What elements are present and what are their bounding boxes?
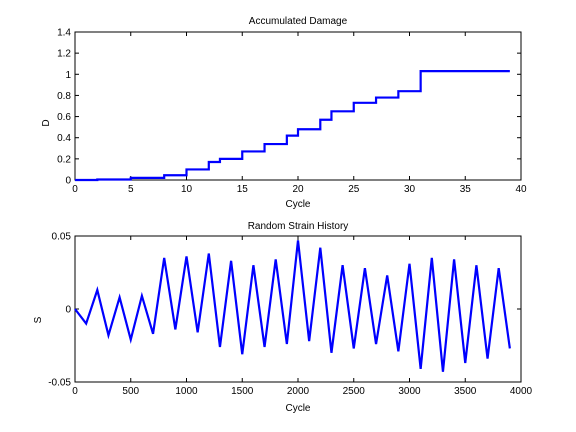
strain-xtick-label: 4000 — [510, 386, 533, 397]
strain-plot-xlabel: Cycle — [285, 403, 310, 414]
damage-xtick-label: 20 — [292, 184, 304, 195]
strain-xtick-label: 2500 — [343, 386, 366, 397]
damage-ytick-label: 0.8 — [57, 91, 71, 102]
damage-xtick-label: 15 — [237, 184, 249, 195]
strain-plot-ticks: 0 500 1000 1500 2000 2500 3000 3500 4000-0.0500.… — [48, 232, 532, 398]
damage-ytick-label: 0.4 — [57, 133, 71, 144]
damage-ytick-label: 0.6 — [57, 112, 71, 123]
strain-xtick-label: 0 — [72, 386, 78, 397]
damage-plot-marks — [75, 70, 510, 182]
strain-xtick-label: 1000 — [175, 386, 198, 397]
damage-xtick-label: 35 — [460, 184, 472, 195]
damage-ytick-label: 0 — [65, 176, 71, 187]
strain-xtick-label: 500 — [122, 386, 139, 397]
strain-plot-ylabel: S — [33, 316, 44, 323]
strain-series-line — [74, 240, 511, 372]
damage-xtick-label: 0 — [72, 184, 78, 195]
strain-xtick-label: 1500 — [231, 386, 254, 397]
strain-plot-frame — [74, 235, 522, 383]
strain-xtick-label: 3500 — [454, 386, 477, 397]
damage-plot: 0 5 10 15 20 25 30 35 40 0 0.2 0.4 0.6 0.8 1 1.2 1.4 Acc… — [41, 16, 527, 210]
damage-ytick-label: 1.2 — [57, 49, 71, 60]
damage-plot-ticks: 0 5 10 15 20 25 30 35 40 0 0.2 0.4 0.6 0.8 1 1.2 1.4 — [57, 28, 527, 196]
damage-ytick-label: 0.2 — [57, 154, 71, 165]
damage-xtick-label: 25 — [348, 184, 360, 195]
damage-plot-xlabel: Cycle — [285, 199, 310, 210]
strain-plot-title: Random Strain History — [248, 221, 349, 232]
strain-ytick-label: 0 — [65, 305, 71, 316]
strain-plot-marks — [74, 240, 511, 372]
strain-xtick-label: 2000 — [287, 386, 310, 397]
damage-ytick-label: 1.4 — [57, 28, 71, 39]
damage-series-line — [75, 70, 510, 182]
damage-plot-frame — [74, 31, 522, 181]
damage-ytick-label: 1 — [65, 70, 71, 81]
strain-ytick-label: -0.05 — [48, 378, 71, 389]
damage-xtick-label: 40 — [515, 184, 527, 195]
strain-xtick-label: 3000 — [398, 386, 421, 397]
strain-ytick-label: 0.05 — [52, 232, 72, 243]
damage-plot-title: Accumulated Damage — [249, 16, 348, 27]
damage-xtick-label: 5 — [128, 184, 134, 195]
strain-plot: 0 500 1000 1500 2000 2500 3000 3500 4000-0.0500.… — [33, 221, 533, 414]
damage-xtick-label: 30 — [404, 184, 416, 195]
damage-plot-ylabel: D — [41, 119, 52, 126]
damage-xtick-label: 10 — [181, 184, 193, 195]
